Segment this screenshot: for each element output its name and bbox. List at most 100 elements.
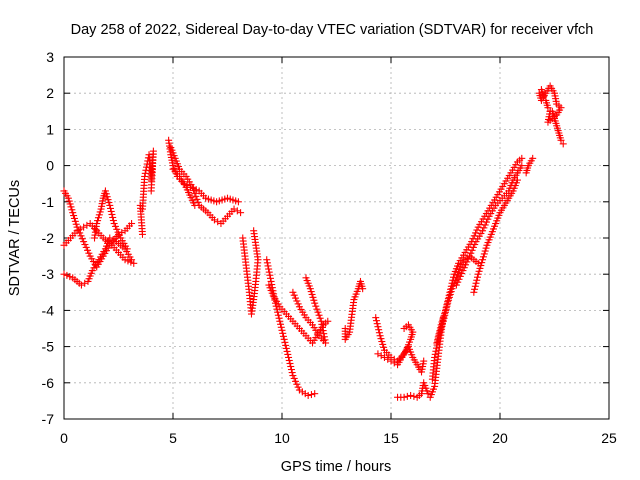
data-point [374,323,382,331]
data-point [477,262,485,270]
data-point [437,321,445,329]
data-point [479,253,487,261]
data-point [324,317,332,325]
data-point [66,273,74,281]
data-point [375,326,383,334]
series-track-l [372,314,428,376]
data-point [63,271,71,279]
data-point [471,285,479,293]
grid [64,57,609,419]
chart-title: Day 258 of 2022, Sidereal Day-to-day VTE… [71,22,594,38]
data-point [94,217,102,225]
data-point [287,366,295,374]
data-point [446,288,454,296]
data-point [214,218,222,226]
data-point [410,392,418,400]
data-point [274,311,282,319]
series-track-g [169,165,199,209]
data-point [471,241,479,249]
data-point [432,347,440,355]
data-point [431,353,439,361]
series-track-u [535,82,565,126]
data-point [304,391,312,399]
data-point [433,339,441,347]
series-track-k [289,274,330,347]
data-point [439,315,447,323]
series-track-f [167,144,245,228]
data-point [64,194,72,202]
data-point [281,338,289,346]
y-tick-label: -3 [42,266,55,282]
data-point [445,291,453,299]
data-point [287,363,295,371]
data-point [121,256,129,264]
data-point [193,195,201,203]
data-point [267,277,275,285]
data-point [476,264,484,272]
data-point [233,207,241,215]
data-point [434,336,442,344]
data-point [454,278,462,286]
data-point [192,192,200,200]
data-point [424,390,432,398]
data-point [480,224,488,232]
data-point [314,308,322,316]
data-point [359,285,367,293]
data-point [464,255,472,263]
data-point [82,243,90,251]
data-point [84,246,92,254]
data-point [443,300,451,308]
data-point [110,220,118,228]
data-point [104,196,112,204]
data-point [70,212,78,220]
data-point [294,383,302,391]
data-point [320,330,328,338]
data-point [250,227,258,235]
data-point [302,274,310,282]
data-point [473,276,481,284]
data-point [101,187,109,195]
data-point [290,291,298,299]
data-point [377,352,385,360]
data-point [387,357,395,365]
data-point [81,279,89,287]
data-point [557,136,565,144]
series-isolated [136,147,157,238]
data-point [319,327,327,335]
data-point [279,329,287,337]
data-point [480,250,488,258]
data-point [80,238,88,246]
y-tick-label: -1 [42,194,55,210]
data-point [290,374,298,382]
data-point [292,377,300,385]
data-point [318,323,326,331]
series-track-e [165,136,242,206]
data-point [263,259,271,267]
data-point [322,339,330,347]
series-track-h [239,227,262,318]
data-point [81,241,89,249]
data-point [482,244,490,252]
data-point [72,220,80,228]
data-point [310,296,318,304]
data-point [108,210,116,218]
data-point [68,206,76,214]
data-point [435,330,443,338]
data-point [288,369,296,377]
data-point [470,288,478,296]
data-point [436,327,444,335]
x-tick-label: 5 [169,430,177,446]
data-point [447,285,455,293]
data-point [459,267,467,275]
data-point [465,252,473,260]
data-point [513,176,521,184]
data-point [320,333,328,341]
data-point [106,201,114,209]
data-point [77,232,85,240]
data-point [282,344,290,352]
data-point [442,306,449,314]
data-point [436,324,444,332]
data-point [66,200,74,208]
data-point [377,335,385,343]
